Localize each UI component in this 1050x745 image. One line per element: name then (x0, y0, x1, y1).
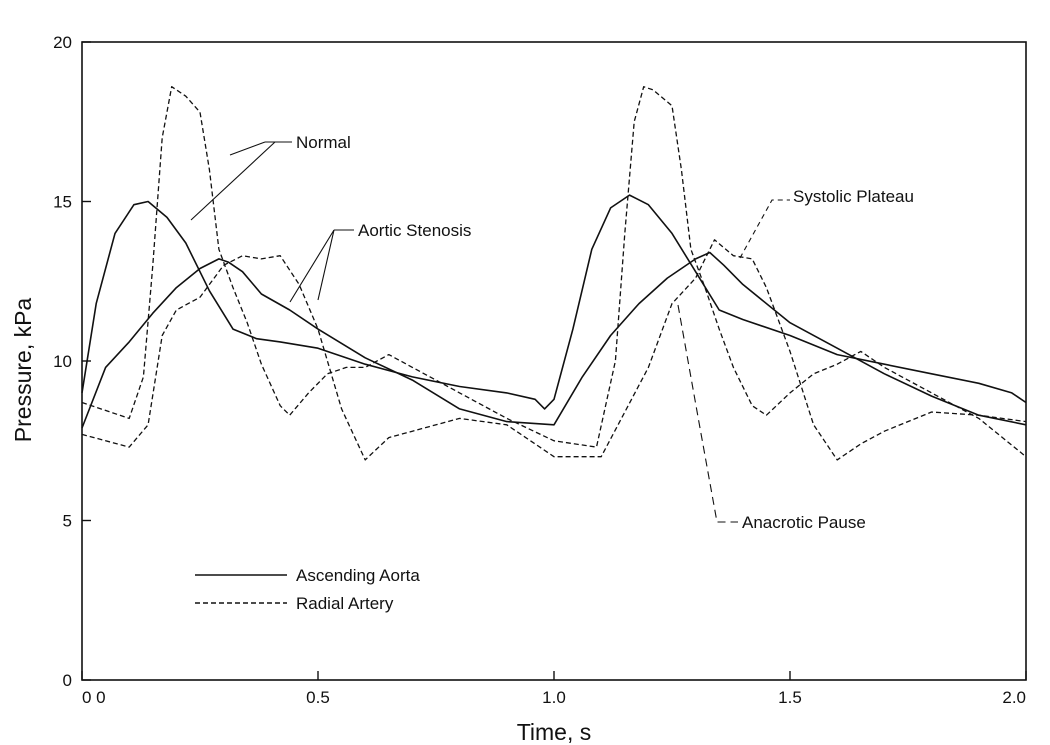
x-tick-label: 0 0 (82, 688, 106, 707)
annotation-anacrotic-pause-label: Anacrotic Pause (742, 513, 866, 532)
x-axis: 0 0 0.5 1.0 1.5 2.0 (81, 671, 1027, 707)
legend: Ascending Aorta Radial Artery (195, 566, 420, 613)
y-axis: 0 5 10 15 20 (53, 33, 91, 690)
y-tick-label: 0 (63, 671, 72, 690)
y-tick-label: 15 (53, 193, 72, 212)
annotation-normal-leader (229, 141, 266, 156)
series-normal-aorta-line (81, 194, 1027, 410)
annotation-systolic-plateau-label: Systolic Plateau (793, 187, 914, 206)
annotation-normal-leader (190, 141, 276, 221)
x-tick-label: 0.5 (306, 688, 330, 707)
series-normal-radial-line (81, 86, 1027, 458)
y-tick-label: 20 (53, 33, 72, 52)
annotation-anacrotic-pause: Anacrotic Pause (677, 304, 866, 532)
annotation-systolic-plateau: Systolic Plateau (739, 187, 914, 259)
y-tick-label: 5 (63, 512, 72, 531)
annotation-aortic-stenosis-label: Aortic Stenosis (358, 221, 471, 240)
plot-area-frame (81, 41, 1027, 681)
y-axis-title: Pressure, kPa (10, 298, 36, 443)
annotation-aortic-stenosis-leader (289, 229, 335, 303)
x-tick-label: 2.0 (1002, 688, 1026, 707)
legend-label-radial-artery: Radial Artery (296, 594, 394, 613)
x-tick-label: 1.0 (542, 688, 566, 707)
series-stenosis-radial-line (81, 239, 1027, 461)
annotation-normal-label: Normal (296, 133, 351, 152)
annotation-anacrotic-pause-leader (677, 304, 738, 523)
x-tick-label: 1.5 (778, 688, 802, 707)
annotation-aortic-stenosis-leader (317, 229, 335, 301)
annotation-systolic-plateau-leader (739, 199, 790, 259)
x-axis-title: Time, s (517, 719, 592, 745)
series-stenosis-aorta-line (81, 251, 1027, 429)
series-layer (81, 86, 1027, 461)
annotation-normal: Normal (190, 133, 351, 221)
y-tick-label: 10 (53, 352, 72, 371)
annotation-aortic-stenosis: Aortic Stenosis (289, 221, 471, 303)
legend-label-ascending-aorta: Ascending Aorta (296, 566, 420, 585)
